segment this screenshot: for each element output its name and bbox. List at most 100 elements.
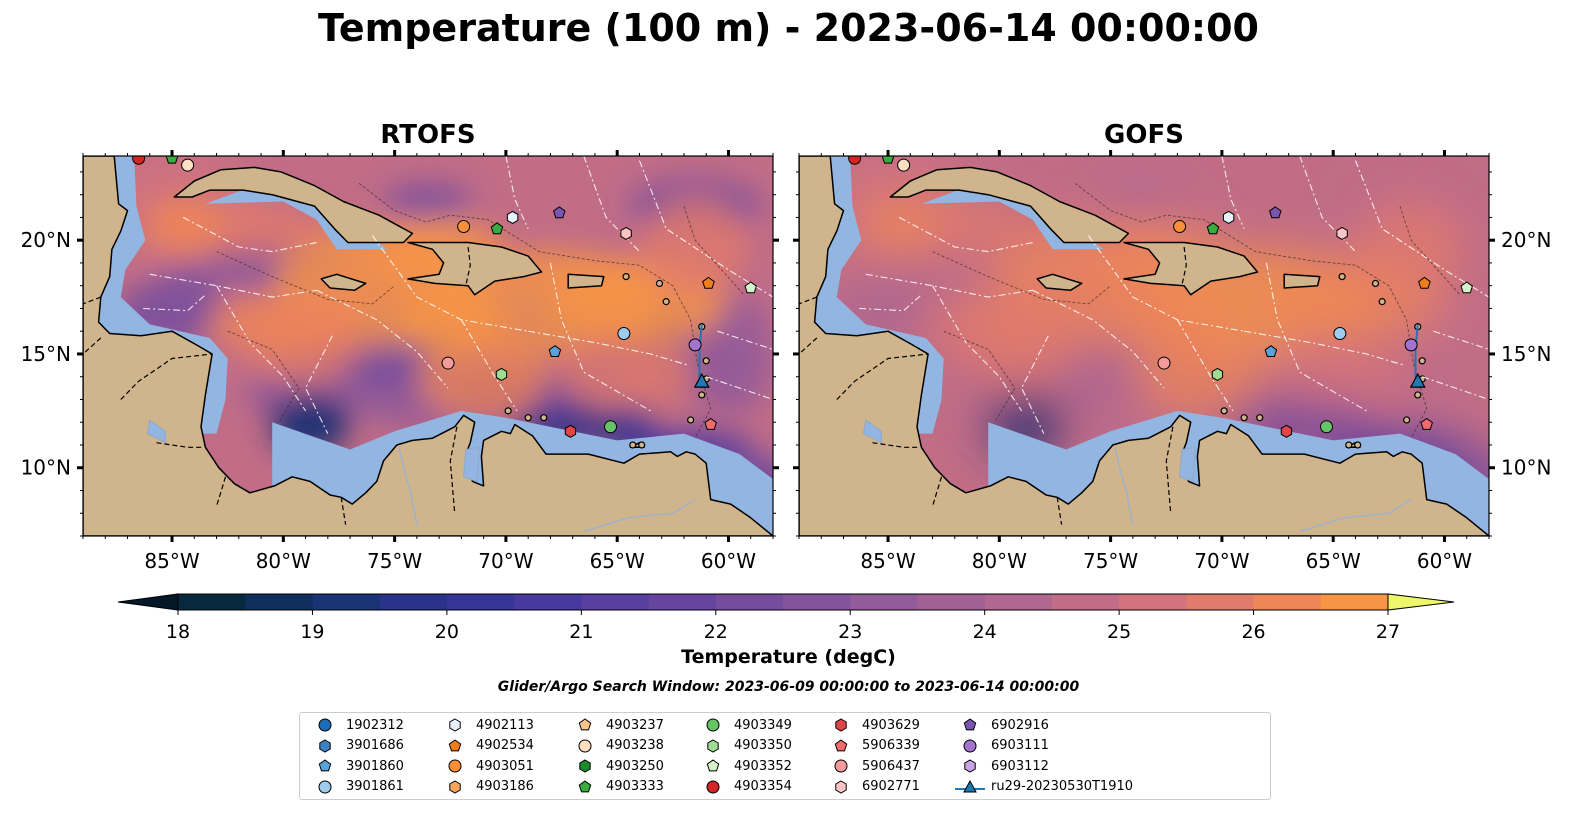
lake [463,446,480,483]
float-marker [848,156,862,165]
colorbar-label: Temperature (degC) [681,646,896,668]
lon-tick-label: 65°W [590,549,645,573]
eez-boundary [460,319,518,412]
legend-marker-icon [319,738,331,753]
legend-label: 6903111 [991,738,1049,753]
island [702,357,710,365]
legend-item: 6903111 [955,736,1049,756]
legend-item: 4903238 [570,736,664,756]
float-marker [1269,206,1282,219]
colorbar-segment [245,594,314,610]
land-puerto-rico [1283,273,1321,289]
float-marker [704,417,717,430]
lon-tick-label: 70°W [478,549,533,573]
float-marker [1460,281,1473,294]
legend-item: 1902312 [310,715,404,735]
eez-boundary [1354,160,1489,298]
float-marker [1418,276,1431,289]
legend-marker-icon [955,779,985,792]
land-hispaniola [407,241,543,296]
colorbar-tick-label: 26 [1241,621,1265,643]
temperature-colorbar: 18 19 20 21 22 23 24 25 26 27 [117,593,1455,643]
colorbar-segment [715,594,784,610]
legend-marker-icon [318,759,332,772]
eez-boundary [638,160,773,298]
country-border [1056,497,1063,525]
country-border [120,353,213,400]
legend-item: 3901686 [310,736,404,756]
colorbar-tick-label: 27 [1376,621,1400,643]
colorbar-segment [1253,594,1322,610]
float-marker [688,338,702,352]
legend-item: 4903186 [440,777,534,797]
river [398,447,418,525]
legend-item: 4903629 [826,715,920,735]
legend-item: 5906437 [826,756,920,776]
isobath [1399,205,1461,296]
colorbar-under-arrow [117,593,179,611]
eez-boundary [1244,330,1405,366]
land-central-america [799,156,1489,536]
lat-tick-label: 10°N [1501,456,1551,480]
eez-boundary [1032,289,1165,389]
legend-label: 1902312 [346,717,404,733]
eez-boundary [865,273,1033,298]
legend-marker-icon [578,779,592,792]
legend-marker-icon [835,718,847,732]
island [662,298,670,306]
float-marker [604,420,618,434]
colorbar-segment [178,594,246,610]
float-marker [1206,222,1220,235]
map-ticks [793,150,1495,542]
country-border [465,246,471,286]
land-central-america [83,156,773,536]
panel-title-gofs: GOFS [1104,120,1184,150]
lon-tick-label: 75°W [1083,549,1138,573]
float-marker [564,424,577,438]
float-marker [553,206,566,219]
eez-boundary [505,156,529,230]
legend-label: 3901860 [346,758,404,774]
eez-boundary [371,235,529,332]
lon-tick-label: 85°W [144,549,199,573]
island [1403,416,1411,424]
legend-item: 4903237 [570,715,664,735]
country-border [799,296,818,305]
legend-item: 6902916 [955,715,1049,735]
float-marker [744,281,757,294]
island [638,441,646,449]
eez-boundary [859,294,922,312]
legend-item: 4903333 [570,777,664,797]
island [524,414,532,422]
legend-item: 5906339 [826,736,920,756]
float-marker [165,156,179,164]
map-ticks [77,150,779,542]
country-border [215,476,227,507]
country-border [1165,426,1174,514]
rtofs-map[interactable]: 85°W 80°W 75°W 70°W 65°W 60°W 10°N 15°N 20°N [21,150,779,573]
legend-label: 6902771 [862,779,920,794]
legend-item: 3901860 [310,756,404,776]
legend-label: 4903051 [476,758,534,774]
colorbar-tick-label: 18 [166,621,190,643]
lon-tick-label: 65°W [1306,549,1361,573]
colorbar-tick-label: 25 [1107,621,1131,643]
lake [146,419,166,444]
colorbar-tick-label: 20 [435,621,459,643]
lat-tick-label: 15°N [1501,342,1551,366]
legend-item: ru29-20230530T1910 [955,777,1133,797]
legend-marker-icon [707,738,719,753]
colorbar-tick-label: 22 [704,621,728,643]
gofs-map[interactable]: 85°W 80°W 75°W 70°W 65°W 60°W 10°N 15°N 20°N [793,150,1551,573]
legend-marker-icon [835,779,847,794]
island [655,279,664,288]
country-border [83,337,102,355]
legend-marker-icon [449,779,461,794]
country-border [1181,246,1187,286]
eez-boundary [216,285,307,412]
colorbar-segment [917,594,986,610]
eez-boundary [1422,376,1489,401]
legend-label: 4902113 [476,717,534,733]
eez-boundary [1221,156,1245,230]
country-border [449,426,458,514]
